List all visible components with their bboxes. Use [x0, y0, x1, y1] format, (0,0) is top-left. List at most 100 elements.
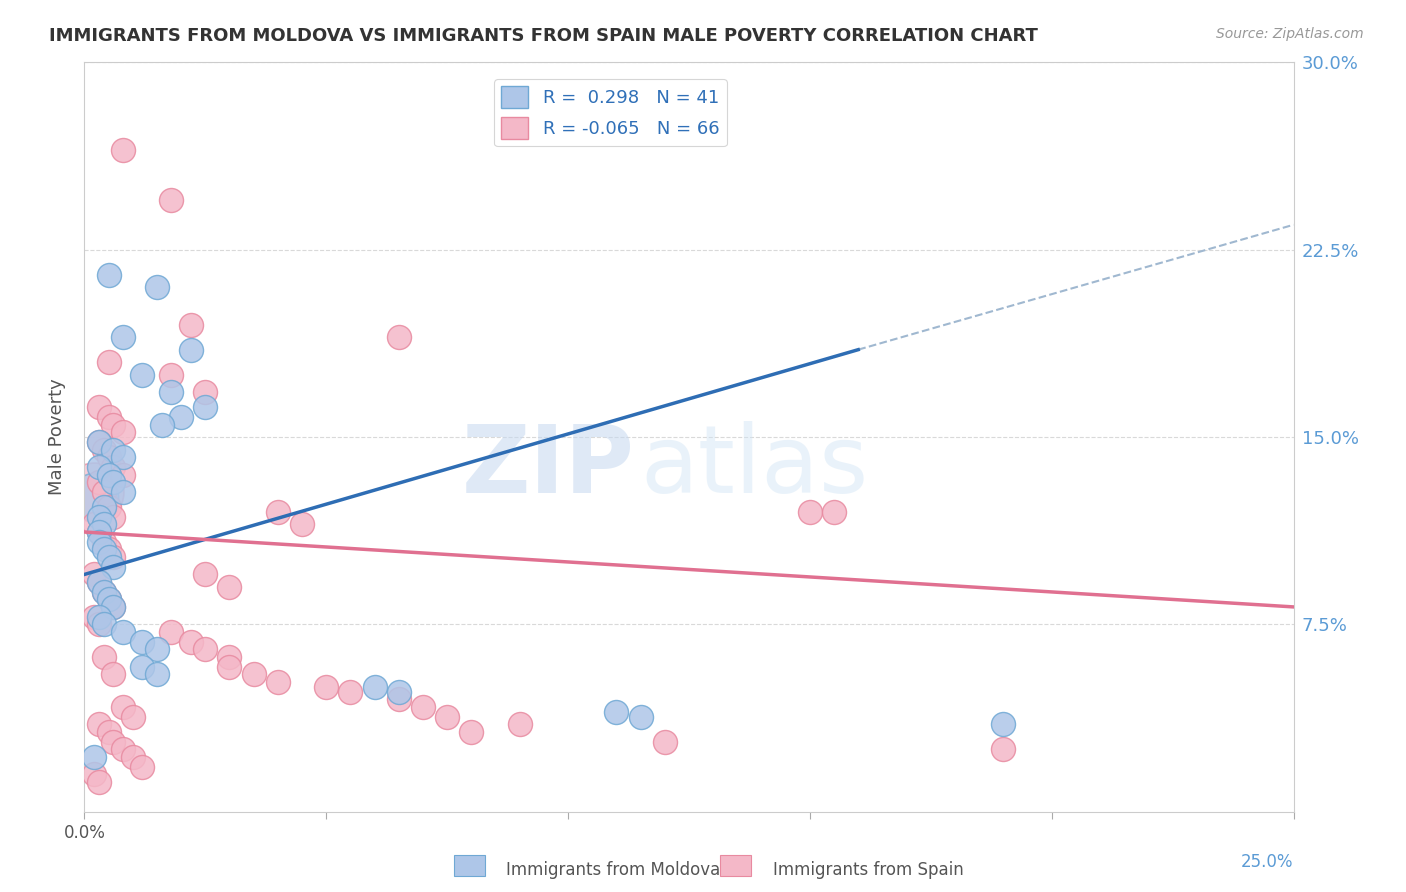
Point: [97, 592, 120, 607]
Point: [103, 417, 125, 432]
Point: [87, 774, 110, 789]
Point: [315, 680, 337, 694]
Point: [194, 642, 217, 657]
Point: [993, 717, 1015, 731]
Point: [112, 143, 135, 157]
Point: [823, 505, 845, 519]
Point: [87, 400, 110, 414]
Point: [97, 355, 120, 369]
Text: Source: ZipAtlas.com: Source: ZipAtlas.com: [1216, 27, 1364, 41]
Point: [87, 475, 110, 489]
Point: [103, 510, 125, 524]
Point: [112, 624, 135, 639]
Point: [93, 542, 115, 557]
Point: [87, 574, 110, 589]
Point: [103, 735, 125, 749]
Text: IMMIGRANTS FROM MOLDOVA VS IMMIGRANTS FROM SPAIN MALE POVERTY CORRELATION CHART: IMMIGRANTS FROM MOLDOVA VS IMMIGRANTS FR…: [49, 27, 1038, 45]
Point: [112, 467, 135, 482]
Point: [131, 368, 153, 382]
Point: [218, 660, 240, 674]
Point: [180, 635, 202, 649]
Point: [93, 649, 115, 664]
Point: [605, 705, 627, 719]
Point: [112, 450, 135, 464]
Point: [83, 485, 105, 500]
Point: [83, 517, 105, 532]
Point: [160, 624, 183, 639]
Point: [93, 585, 115, 599]
Point: [87, 435, 110, 450]
Text: 25.0%: 25.0%: [1241, 853, 1294, 871]
Point: [112, 742, 135, 756]
Point: [131, 635, 153, 649]
Point: [388, 685, 411, 699]
Point: [218, 580, 240, 594]
Point: [93, 485, 115, 500]
Point: [160, 385, 183, 400]
Point: [93, 517, 115, 532]
Point: [436, 710, 458, 724]
Point: [97, 592, 120, 607]
Point: [112, 330, 135, 344]
Point: [97, 724, 120, 739]
Point: [83, 767, 105, 781]
Point: [87, 610, 110, 624]
Point: [83, 490, 105, 504]
Point: [97, 500, 120, 514]
Point: [103, 442, 125, 457]
Point: [103, 560, 125, 574]
Point: [87, 717, 110, 731]
Point: [150, 417, 173, 432]
Point: [630, 710, 652, 724]
Point: [363, 680, 385, 694]
Point: [131, 660, 153, 674]
Point: [87, 524, 110, 539]
FancyBboxPatch shape: [720, 855, 751, 876]
Point: [83, 567, 105, 582]
Point: [93, 585, 115, 599]
Point: [146, 642, 169, 657]
Point: [509, 717, 531, 731]
Point: [131, 760, 153, 774]
Point: [103, 599, 125, 614]
Point: [112, 425, 135, 439]
Point: [654, 735, 676, 749]
Point: [160, 193, 183, 207]
Point: [97, 450, 120, 464]
Point: [112, 485, 135, 500]
Point: [103, 599, 125, 614]
Point: [97, 268, 120, 282]
Point: [412, 699, 434, 714]
Point: [170, 410, 193, 425]
Point: [339, 685, 361, 699]
Point: [267, 505, 290, 519]
Point: [388, 330, 411, 344]
Point: [103, 475, 125, 489]
Point: [87, 617, 110, 632]
Text: ZIP: ZIP: [461, 421, 634, 513]
Point: [194, 567, 217, 582]
Point: [87, 435, 110, 450]
Point: [103, 667, 125, 681]
Point: [97, 410, 120, 425]
Point: [87, 535, 110, 549]
Text: Immigrants from Spain: Immigrants from Spain: [773, 861, 965, 879]
Point: [146, 667, 169, 681]
Point: [146, 280, 169, 294]
Point: [87, 510, 110, 524]
Point: [97, 549, 120, 564]
Point: [93, 535, 115, 549]
Point: [83, 610, 105, 624]
Point: [103, 549, 125, 564]
Point: [87, 524, 110, 539]
Point: [93, 500, 115, 514]
Point: [97, 542, 120, 557]
Point: [97, 467, 120, 482]
FancyBboxPatch shape: [454, 855, 485, 876]
Point: [83, 749, 105, 764]
Point: [180, 343, 202, 357]
Point: [87, 460, 110, 475]
Point: [218, 649, 240, 664]
Point: [242, 667, 264, 681]
Point: [267, 674, 290, 689]
